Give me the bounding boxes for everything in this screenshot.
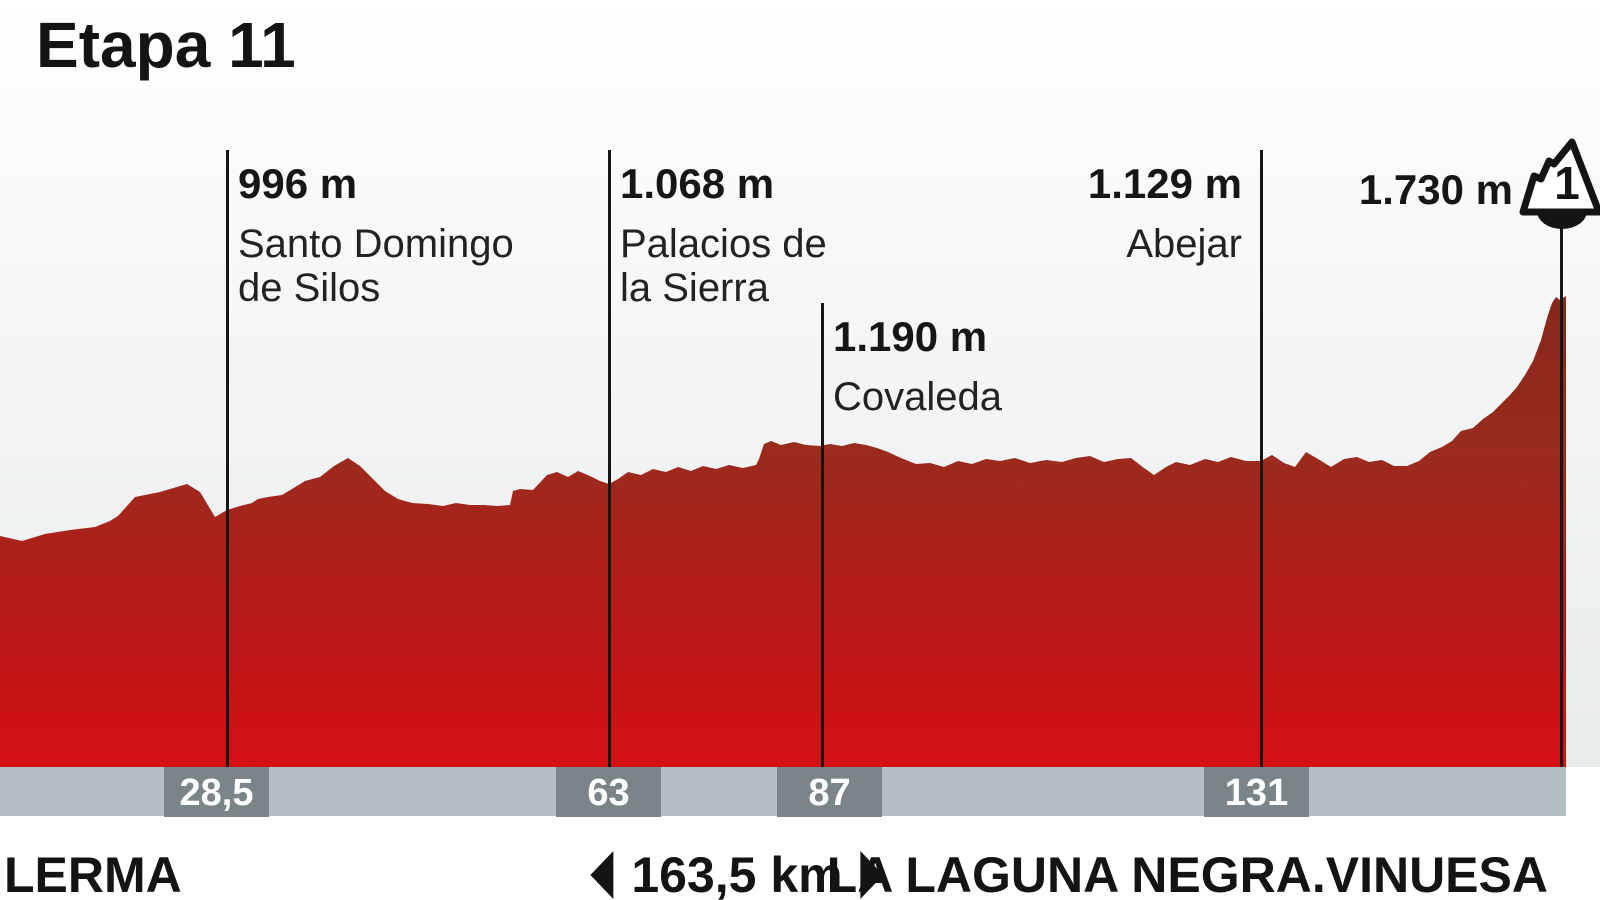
waypoint-elevation: 1.068 m — [620, 160, 775, 207]
km-marker-box: 131 — [1204, 767, 1309, 819]
finish-line — [1560, 220, 1563, 767]
waypoint-name-line: de Silos — [238, 266, 381, 310]
mountain-icon — [1519, 138, 1600, 216]
km-marker-box: 63 — [556, 767, 661, 819]
footer: LERMA 163,5 km LA LAGUNA NEGRA.VINUESA — [0, 817, 1600, 900]
mountain-icon-base — [1537, 211, 1587, 229]
climb-category-label: 1 — [1554, 157, 1580, 209]
km-marker-box: 87 — [777, 767, 882, 819]
waypoint-elevation: 1.129 m — [1087, 160, 1242, 207]
waypoint-name-line: Covaleda — [833, 375, 1003, 419]
start-town-label: LERMA — [4, 847, 182, 900]
waypoint-label: 1.068 m Palacios de la Sierra — [620, 160, 827, 310]
waypoint-name-line: Abejar — [1126, 222, 1242, 266]
waypoint-marker-line — [1260, 150, 1263, 767]
waypoint-marker-line — [821, 303, 824, 767]
waypoint-label: 1.190 m Covaleda — [833, 313, 1002, 419]
waypoint-label: 1.129 m Abejar — [1088, 160, 1242, 266]
right-arrow-icon — [860, 851, 884, 899]
waypoint-elevation: 1.190 m — [833, 313, 988, 360]
waypoint-elevation: 996 m — [238, 160, 358, 207]
waypoint-marker-line — [226, 150, 229, 767]
left-arrow-icon — [590, 851, 614, 899]
total-distance-label: 163,5 km — [631, 847, 843, 900]
waypoint-name-line: Palacios de — [620, 222, 827, 266]
waypoint-label: 996 m Santo Domingo de Silos — [238, 160, 514, 310]
elevation-area — [0, 296, 1566, 767]
waypoint-name-line: la Sierra — [620, 266, 769, 310]
page-title: Etapa 11 — [36, 9, 296, 81]
km-marker-box: 28,5 — [164, 767, 269, 819]
finish-elevation-label: 1.730 m — [1358, 166, 1513, 213]
waypoint-name-line: Santo Domingo — [238, 222, 514, 266]
end-town-label: LA LAGUNA NEGRA.VINUESA — [826, 847, 1548, 900]
waypoint-marker-line — [608, 150, 611, 767]
total-distance: 163,5 km — [590, 846, 884, 900]
